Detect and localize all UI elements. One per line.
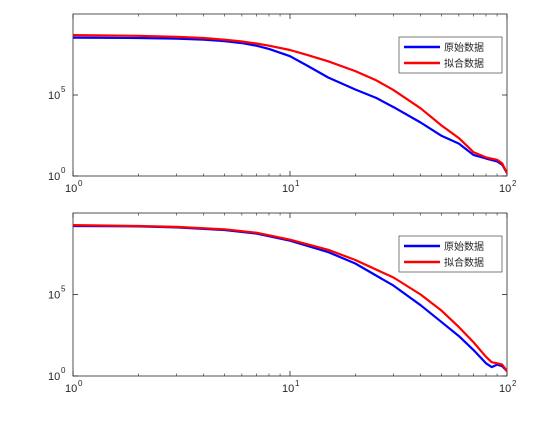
x-tick-exponent: 0 (78, 179, 83, 188)
x-tick-exponent: 1 (295, 379, 300, 388)
legend-label-1: 原始数据 (444, 240, 484, 253)
legend-box (398, 36, 503, 74)
x-tick-label: 10 (282, 383, 294, 395)
x-tick-exponent: 2 (512, 179, 517, 188)
legend-box (398, 235, 503, 273)
x-tick-label: 10 (65, 383, 77, 395)
series-line-2 (73, 33, 507, 175)
series-line-2 (73, 224, 507, 373)
y-tick-exponent: 5 (61, 285, 66, 294)
legend-label-2: 拟合数据 (444, 57, 484, 70)
y-tick-exponent: 0 (61, 366, 66, 375)
x-tick-exponent: 0 (78, 379, 83, 388)
x-tick-exponent: 1 (295, 179, 300, 188)
legend-label-2: 拟合数据 (444, 256, 484, 269)
y-tick-label: 10 (48, 171, 60, 183)
x-tick-exponent: 2 (512, 379, 517, 388)
series-line-1 (73, 36, 507, 175)
y-tick-label: 10 (48, 290, 60, 302)
x-tick-label: 10 (499, 183, 511, 195)
x-tick-label: 10 (499, 383, 511, 395)
legend-label-1: 原始数据 (444, 41, 484, 54)
y-tick-label: 10 (48, 90, 60, 102)
x-tick-label: 10 (282, 183, 294, 195)
x-tick-label: 10 (65, 183, 77, 195)
y-tick-exponent: 0 (61, 166, 66, 175)
y-tick-exponent: 5 (61, 85, 66, 94)
y-tick-label: 10 (48, 371, 60, 383)
